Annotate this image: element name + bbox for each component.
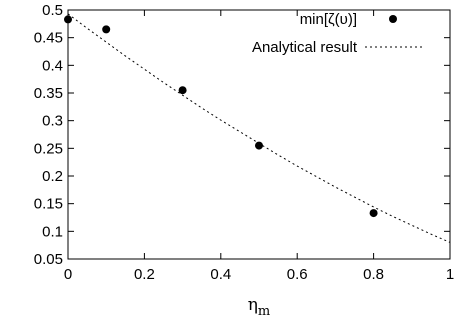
data-point bbox=[369, 209, 378, 218]
data-point bbox=[64, 15, 72, 24]
y-tick-label: 0.05 bbox=[34, 251, 63, 268]
plot-area bbox=[64, 13, 451, 243]
legend-sample-points bbox=[389, 15, 397, 23]
y-tick-label: 0.1 bbox=[42, 223, 63, 240]
y-tick-label: 0.45 bbox=[34, 30, 63, 47]
data-point bbox=[255, 141, 263, 150]
y-tick-label: 0.4 bbox=[42, 57, 63, 74]
legend: min[ζ(υ)] Analytical result bbox=[252, 11, 422, 56]
data-point bbox=[102, 25, 111, 34]
y-tick-label: 0.5 bbox=[42, 2, 63, 19]
y-tick-label: 0.25 bbox=[34, 140, 63, 157]
legend-label-analytical: Analytical result bbox=[252, 39, 358, 56]
x-tick-label: 0.4 bbox=[210, 266, 231, 283]
legend-label-points: min[ζ(υ)] bbox=[300, 11, 357, 28]
y-tick-label: 0.15 bbox=[34, 196, 63, 213]
y-tick-label: 0.35 bbox=[34, 85, 63, 102]
x-tick-label: 1 bbox=[446, 266, 454, 283]
x-axis-label-subscript: m bbox=[258, 304, 270, 319]
x-axis: 0 0.2 0.4 0.6 0.8 1 bbox=[64, 10, 454, 283]
y-tick-label: 0.3 bbox=[42, 113, 63, 130]
x-tick-label: 0.6 bbox=[287, 266, 308, 283]
x-axis-label: ηm bbox=[248, 295, 271, 319]
x-tick-label: 0 bbox=[64, 266, 72, 283]
x-tick-label: 0.8 bbox=[363, 266, 384, 283]
y-tick-label: 0.2 bbox=[42, 168, 63, 185]
plot-frame bbox=[67, 9, 451, 260]
y-axis: 0.05 0.1 0.15 0.2 0.25 0.3 0.35 0.4 0.45 0.5 bbox=[34, 2, 450, 268]
x-tick-label: 0.2 bbox=[134, 266, 155, 283]
data-point bbox=[178, 86, 187, 95]
x-axis-label-main: η bbox=[248, 295, 258, 315]
legend-point-marker bbox=[389, 15, 397, 23]
